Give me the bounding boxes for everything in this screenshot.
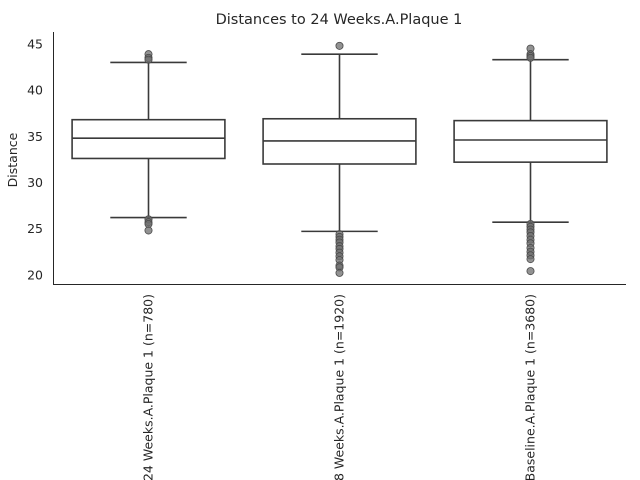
x-tick-label-2: 8 Weeks.A.Plaque 1 (n=1920)	[332, 294, 347, 480]
x-tick-label-3: Baseline.A.Plaque 1 (n=3680)	[523, 294, 538, 480]
y-axis: 20 25 30 35 40 45	[27, 37, 43, 283]
iqr-box	[71, 118, 226, 160]
box-group-2	[262, 41, 417, 277]
y-tick-label-30: 30	[27, 175, 43, 190]
box-group-1	[71, 50, 226, 235]
y-tick-label-25: 25	[27, 221, 43, 236]
outlier-point	[144, 226, 153, 235]
outlier-point	[526, 267, 535, 276]
y-axis-label: Distance	[5, 132, 20, 187]
outlier-point	[335, 268, 344, 277]
y-tick-label-35: 35	[27, 129, 43, 144]
outlier-point	[526, 53, 535, 62]
x-axis: 24 Weeks.A.Plaque 1 (n=780) 8 Weeks.A.Pla…	[141, 294, 538, 480]
outlier-point	[526, 255, 535, 264]
x-tick-label-1: 24 Weeks.A.Plaque 1 (n=780)	[141, 294, 156, 480]
y-tick-label-40: 40	[27, 83, 43, 98]
iqr-box	[453, 119, 608, 163]
box-group-3	[453, 44, 608, 276]
plot-area	[71, 41, 608, 277]
y-tick-label-20: 20	[27, 267, 43, 282]
outlier-point	[144, 55, 153, 64]
outlier-point	[335, 41, 344, 50]
y-tick-label-45: 45	[27, 37, 43, 52]
chart-title: Distances to 24 Weeks.A.Plaque 1	[216, 12, 463, 28]
